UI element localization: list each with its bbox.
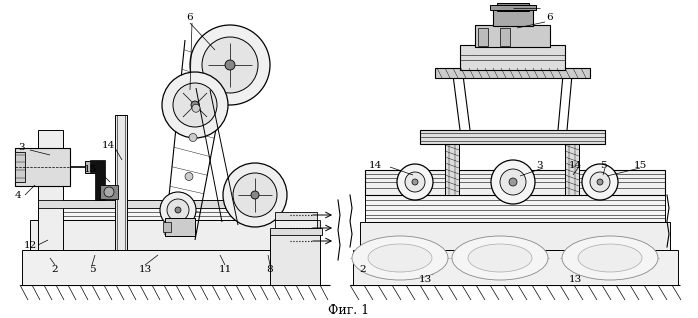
Bar (445, 140, 459, 195)
Ellipse shape (368, 244, 432, 272)
Ellipse shape (562, 236, 658, 280)
Text: 2: 2 (359, 266, 366, 274)
Ellipse shape (468, 244, 532, 272)
Circle shape (175, 207, 181, 213)
Bar (38, 130, 63, 250)
Text: 3: 3 (537, 161, 543, 169)
Text: 14: 14 (101, 141, 114, 149)
Bar (493, 8, 533, 26)
Bar (22, 250, 317, 285)
Bar (490, 5, 536, 10)
Bar (85, 161, 100, 173)
Circle shape (582, 164, 618, 200)
Text: 5: 5 (89, 266, 96, 274)
Ellipse shape (452, 236, 548, 280)
Text: 2: 2 (52, 266, 59, 274)
Text: 15: 15 (633, 161, 646, 169)
Bar (275, 212, 317, 220)
Circle shape (190, 25, 270, 105)
Bar (500, 28, 510, 46)
Ellipse shape (352, 236, 448, 280)
Bar (163, 222, 171, 232)
Text: 15: 15 (83, 165, 96, 175)
Text: 11: 11 (218, 266, 232, 274)
Bar (285, 220, 320, 230)
Circle shape (162, 72, 228, 138)
Circle shape (500, 169, 526, 195)
Text: 12: 12 (23, 240, 36, 250)
Circle shape (189, 134, 197, 142)
Circle shape (167, 199, 189, 221)
Bar (365, 170, 665, 195)
Text: 8: 8 (267, 266, 274, 274)
Text: Фиг. 1: Фиг. 1 (329, 303, 369, 316)
Bar (100, 185, 118, 199)
Circle shape (160, 192, 196, 228)
Circle shape (597, 179, 603, 185)
Text: 13: 13 (568, 275, 581, 285)
Bar (478, 28, 488, 46)
Bar (270, 230, 320, 285)
Circle shape (173, 83, 217, 127)
Circle shape (397, 164, 433, 200)
Bar (460, 45, 565, 70)
Circle shape (412, 179, 418, 185)
Bar (165, 218, 195, 236)
Text: 5: 5 (600, 161, 607, 169)
Circle shape (223, 163, 287, 227)
Bar (435, 68, 590, 78)
Circle shape (233, 173, 277, 217)
Circle shape (202, 37, 258, 93)
Polygon shape (90, 160, 105, 200)
Circle shape (191, 101, 199, 109)
Bar (115, 115, 127, 250)
Bar (38, 200, 268, 220)
Bar (565, 140, 579, 195)
Circle shape (192, 104, 200, 112)
Bar (365, 195, 665, 222)
Bar (475, 25, 550, 47)
Circle shape (185, 172, 193, 181)
Text: 4: 4 (15, 190, 22, 199)
Circle shape (225, 60, 235, 70)
Text: 13: 13 (138, 266, 151, 274)
Circle shape (251, 191, 259, 199)
Text: 6: 6 (547, 13, 554, 23)
Bar (15, 148, 70, 186)
Circle shape (104, 187, 114, 197)
Bar (30, 220, 290, 250)
Bar (15, 152, 25, 182)
Bar (420, 130, 605, 144)
Text: 14: 14 (369, 161, 382, 169)
Text: 14: 14 (568, 161, 581, 169)
Circle shape (509, 178, 517, 186)
Bar (38, 200, 268, 208)
Bar (353, 250, 678, 285)
Bar (275, 220, 317, 228)
Text: 6: 6 (186, 13, 193, 23)
Bar (360, 222, 670, 250)
Circle shape (491, 160, 535, 204)
Circle shape (405, 172, 425, 192)
Text: 13: 13 (418, 275, 431, 285)
Circle shape (590, 172, 610, 192)
Bar (270, 228, 322, 235)
Text: 3: 3 (19, 143, 25, 153)
Ellipse shape (578, 244, 642, 272)
Bar (497, 3, 529, 11)
